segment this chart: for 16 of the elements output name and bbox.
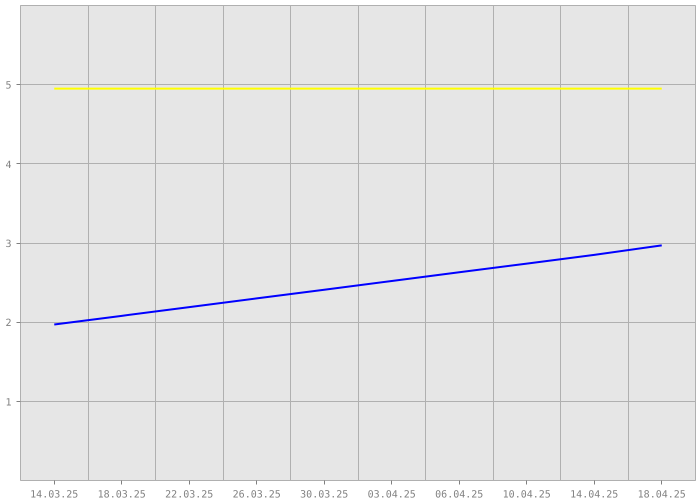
x-tick-label: 26.03.25 <box>232 490 281 500</box>
y-tick-label: 5 <box>5 80 12 92</box>
x-tick-label: 18.03.25 <box>98 490 146 500</box>
x-tick-label: 30.03.25 <box>300 490 348 500</box>
y-tick-label: 4 <box>5 160 12 171</box>
x-tick-label: 06.04.25 <box>435 490 484 500</box>
y-tick-label: 1 <box>5 397 12 408</box>
x-tick-label: 14.04.25 <box>570 490 618 500</box>
x-tick-label: 03.04.25 <box>368 490 416 500</box>
x-tick-label: 10.04.25 <box>502 490 551 500</box>
line-series <box>53 244 663 326</box>
y-tick-label: 3 <box>5 239 12 250</box>
y-tick-label: 2 <box>5 318 12 330</box>
x-tick-label: 14.03.25 <box>30 490 78 500</box>
x-tick-label: 22.03.25 <box>165 490 214 500</box>
x-tick-label: 18.04.25 <box>638 490 686 500</box>
